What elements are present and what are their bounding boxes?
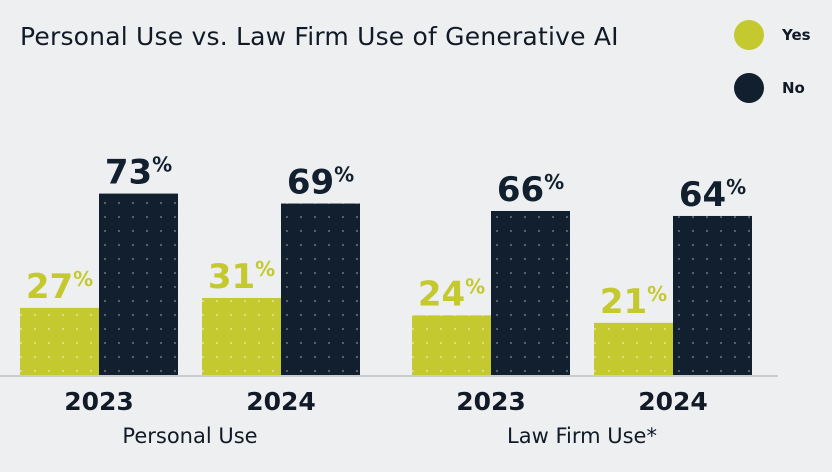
bar-yes-2 (412, 315, 491, 375)
x-tick-label-0: 2023 (64, 387, 134, 416)
group-label-0: Personal Use (122, 424, 257, 448)
x-tick-label-2: 2023 (456, 387, 526, 416)
data-label-yes-3: 21% (600, 282, 667, 322)
data-label-no-1: 69% (287, 163, 354, 203)
data-label-yes-2: 24% (418, 274, 485, 314)
legend-label-yes: Yes (782, 26, 811, 44)
bar-yes-1 (202, 297, 281, 375)
bar-no-2 (491, 210, 570, 375)
data-label-yes-1: 31% (208, 257, 275, 297)
bar-no-1 (281, 203, 360, 375)
legend-swatch-yes (734, 20, 764, 50)
x-tick-label-3: 2024 (638, 387, 708, 416)
legend-label-no: No (782, 79, 805, 97)
bar-yes-0 (20, 307, 99, 375)
chart-title: Personal Use vs. Law Firm Use of Generat… (20, 22, 619, 51)
data-label-no-3: 64% (679, 175, 746, 215)
x-tick-label-1: 2024 (246, 387, 316, 416)
legend-swatch-no (734, 73, 764, 103)
bar-no-3 (673, 215, 752, 375)
data-label-no-0: 73% (105, 153, 172, 193)
data-label-yes-0: 27% (26, 267, 93, 307)
legend-item-yes: Yes (734, 20, 811, 50)
bar-yes-3 (594, 322, 673, 375)
legend-item-no: No (734, 73, 805, 103)
bar-no-0 (99, 193, 178, 375)
data-label-no-2: 66% (497, 170, 564, 210)
group-label-1: Law Firm Use* (507, 424, 657, 448)
